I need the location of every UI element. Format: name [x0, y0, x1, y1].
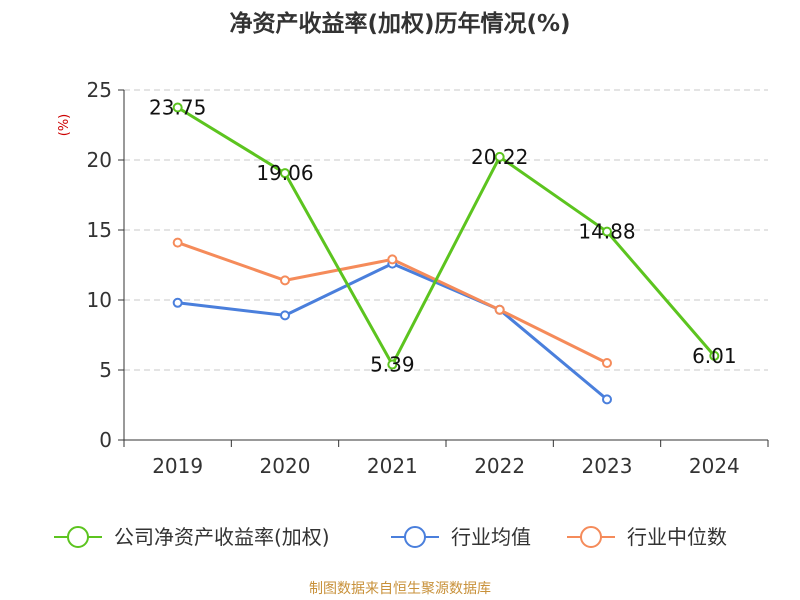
y-tick-label: 0	[99, 428, 112, 452]
data-label: 23.75	[149, 96, 206, 120]
y-tick-label: 20	[87, 148, 112, 172]
y-tick-label: 25	[87, 78, 112, 102]
x-tick-label: 2022	[474, 454, 525, 478]
data-point	[602, 358, 612, 368]
data-point	[387, 359, 398, 370]
data-point	[709, 350, 720, 361]
y-tick-label: 15	[87, 218, 112, 242]
legend-marker	[580, 526, 602, 548]
data-point	[172, 237, 183, 248]
data-point	[387, 254, 398, 265]
series-line-0	[176, 106, 716, 367]
data-point	[602, 394, 612, 405]
data-point	[172, 297, 183, 308]
data-label: 19.06	[256, 161, 313, 185]
data-point	[602, 226, 612, 237]
source-note: 制图数据来自恒生聚源数据库	[309, 581, 491, 597]
data-point	[280, 168, 290, 179]
legend: 公司净资产收益率(加权) 行业均值 行业中位数	[54, 525, 727, 549]
grid-lines	[124, 89, 768, 371]
data-label: 14.88	[578, 220, 635, 244]
y-tick-label: 5	[99, 358, 112, 382]
y-tick-label: 10	[87, 288, 112, 312]
legend-label[interactable]: 行业均值	[451, 525, 531, 549]
y-axis-label: (%)	[57, 114, 72, 137]
x-tick-label: 2023	[582, 454, 633, 478]
legend-marker	[404, 526, 426, 548]
data-label: 20.22	[471, 145, 528, 169]
series-lines	[172, 102, 720, 405]
data-point	[494, 151, 505, 162]
x-tick-label: 2019	[152, 454, 203, 478]
x-tick-label: 2021	[367, 454, 418, 478]
data-labels: 23.75 19.06 5.39 20.22 14.88 6.01	[149, 96, 737, 377]
legend-label[interactable]: 公司净资产收益率(加权)	[114, 525, 330, 549]
data-label: 5.39	[370, 353, 415, 377]
data-point	[280, 275, 290, 286]
legend-marker	[67, 526, 89, 548]
data-point	[494, 304, 505, 315]
x-tick-label: 2024	[689, 454, 740, 478]
legend-label[interactable]: 行业中位数	[627, 525, 727, 549]
data-point	[280, 310, 290, 321]
axes: 0 5 10 15 20 25 2019 2020 2021 2022 2023 2024	[87, 78, 769, 478]
data-point	[172, 102, 183, 113]
x-tick-label: 2020	[260, 454, 311, 478]
data-label: 6.01	[692, 344, 737, 368]
chart-title: 净资产收益率(加权)历年情况(%)	[229, 11, 571, 37]
